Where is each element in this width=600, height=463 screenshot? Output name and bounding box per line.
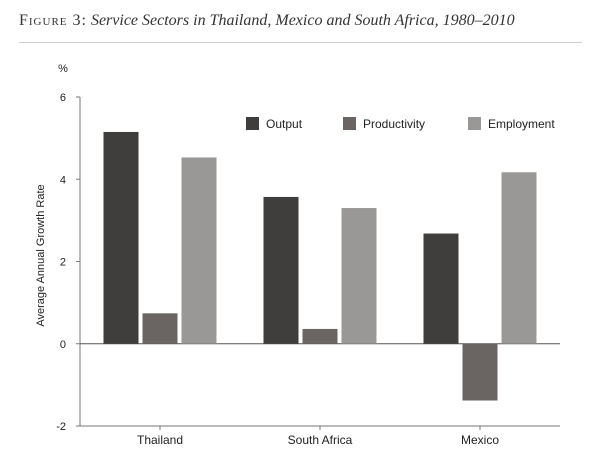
legend-swatch-output bbox=[246, 117, 259, 130]
bar-employment-mexico bbox=[501, 172, 537, 344]
x-tick-label: Thailand bbox=[137, 433, 183, 447]
y-tick-label: 0 bbox=[60, 339, 66, 351]
y-tick-label: -2 bbox=[56, 421, 66, 433]
y-unit-label: % bbox=[58, 63, 68, 75]
figure-name: Service Sectors in Thailand, Mexico and … bbox=[90, 12, 515, 29]
legend-label-productivity: Productivity bbox=[363, 117, 425, 131]
legend-swatch-productivity bbox=[343, 117, 356, 130]
bar-output-south-africa bbox=[263, 196, 299, 344]
chart-legend: Output Productivity Employment bbox=[246, 117, 555, 131]
x-tick-label: Mexico bbox=[461, 433, 499, 447]
legend-swatch-employment bbox=[468, 117, 481, 130]
y-tick-label: 4 bbox=[60, 174, 66, 186]
bar-productivity-south-africa bbox=[302, 328, 338, 344]
bar-productivity-thailand bbox=[142, 313, 178, 344]
figure-label: Figure 3: bbox=[19, 12, 87, 29]
bar-productivity-mexico bbox=[462, 343, 498, 401]
legend-label-employment: Employment bbox=[488, 117, 555, 131]
legend-label-output: Output bbox=[266, 117, 303, 131]
title-divider bbox=[19, 42, 582, 43]
y-axis-title: Average Annual Growth Rate bbox=[35, 184, 47, 326]
bar-employment-thailand bbox=[181, 157, 217, 344]
bar-output-mexico bbox=[423, 233, 459, 344]
y-tick-label: 6 bbox=[60, 92, 66, 104]
bar-employment-south-africa bbox=[341, 208, 377, 344]
bar-output-thailand bbox=[103, 131, 139, 344]
y-tick-label: 2 bbox=[60, 257, 66, 269]
x-tick-label: South Africa bbox=[288, 433, 353, 447]
chart-axes: -2 0 2 4 6% Average Annual Growth Rate Thailan… bbox=[35, 63, 560, 447]
chart-bars bbox=[103, 131, 537, 401]
figure-title: Figure 3: Service Sectors in Thailand, M… bbox=[19, 12, 515, 30]
